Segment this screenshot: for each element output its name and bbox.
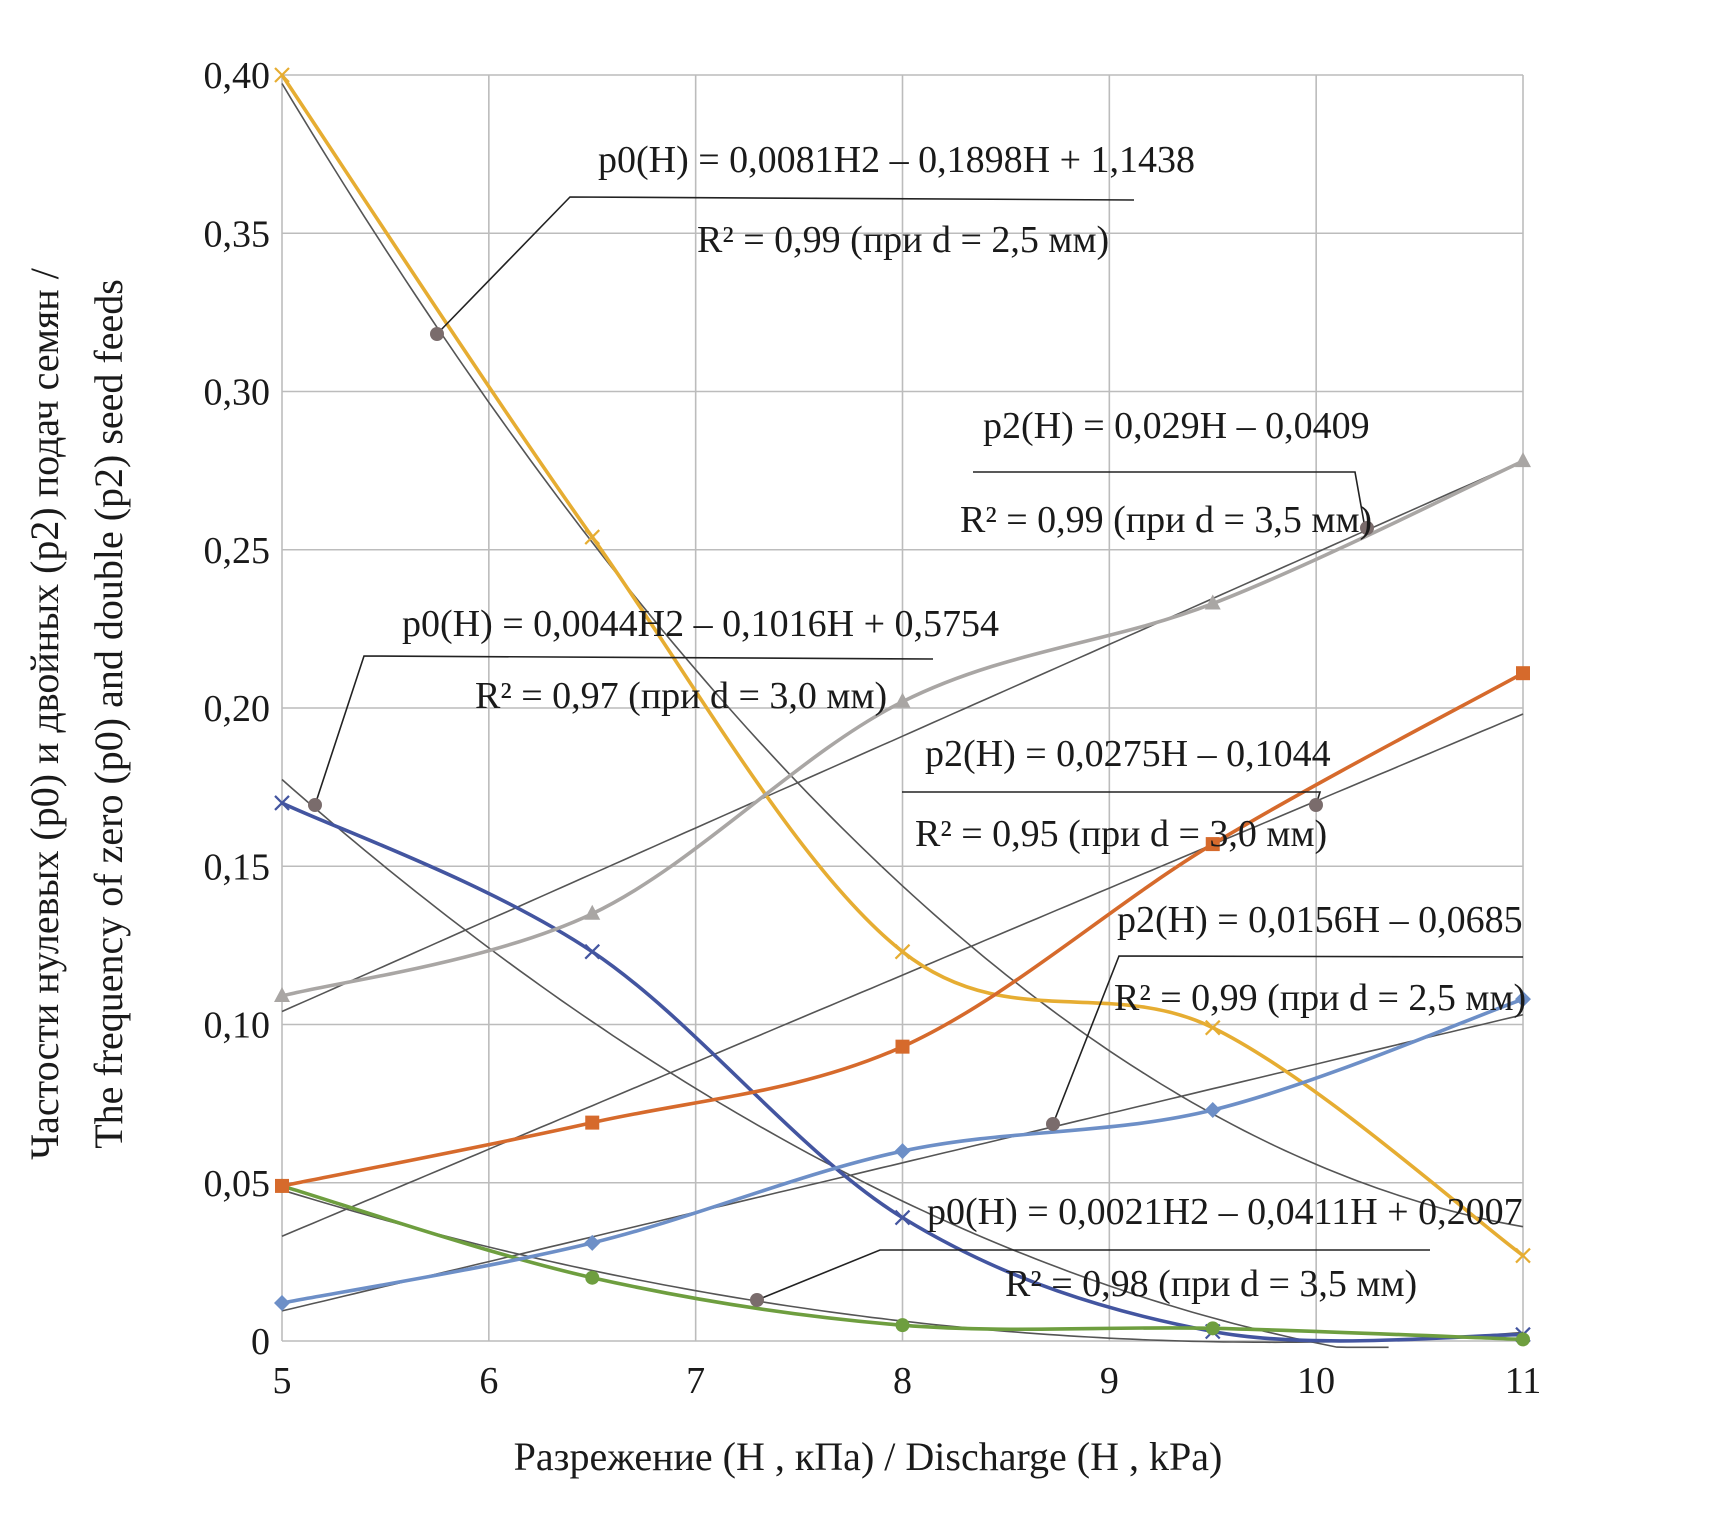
series-p2_d25 (274, 991, 1531, 1312)
data-point (585, 1270, 600, 1285)
x-tick-label: 11 (1505, 1360, 1542, 1402)
annotation-a3-equation: p0(H) = 0,0044H2 – 0,1016H + 0,5754 (402, 603, 999, 645)
data-point (1204, 594, 1221, 610)
data-point (1515, 452, 1531, 468)
data-point (1205, 837, 1220, 852)
data-point (274, 987, 290, 1003)
trendline-p2_d25 (281, 1013, 1524, 1312)
grid-lines (281, 74, 1524, 1342)
annotation-a6-r2: R² = 0,98 (при d = 3,5 мм) (1005, 1263, 1417, 1305)
data-point (894, 943, 911, 960)
x-tick-label: 6 (479, 1360, 498, 1402)
annotation-a5-r2: R² = 0,99 (при d = 2,5 мм) (1114, 977, 1526, 1019)
data-point (1204, 1019, 1221, 1036)
data-point (274, 1295, 290, 1312)
x-axis-tick-labels: 5 6 7 8 9 10 11 (273, 1360, 1542, 1402)
y-tick-label: 0,20 (204, 688, 271, 730)
leader-line-a6 (756, 1249, 1430, 1301)
series-p2_d30 (275, 666, 1530, 1193)
data-point (584, 943, 601, 960)
y-tick-label: 0,25 (204, 530, 271, 572)
annotation-a1-equation: p0(H) = 0,0081H2 – 0,1898H + 1,1438 (598, 139, 1195, 181)
data-point (274, 795, 290, 811)
data-point (274, 67, 290, 83)
x-axis-title: Разрежение (H , кПа) / Discharge (H , kP… (514, 1434, 1223, 1479)
leader-anchor-a4 (1309, 798, 1323, 812)
leader-anchor-a5 (1046, 1117, 1060, 1131)
y-tick-label: 0 (251, 1321, 270, 1363)
leader-anchor-a1 (430, 327, 444, 341)
series-p2_d35 (274, 452, 1531, 1003)
data-point (1205, 1321, 1220, 1336)
data-point (895, 1039, 910, 1054)
data-point (584, 1234, 601, 1251)
data-point (894, 1209, 911, 1226)
data-point (585, 1115, 600, 1130)
y-tick-label: 0,15 (204, 846, 271, 888)
annotations: p0(H) = 0,0081H2 – 0,1898H + 1,1438 R² =… (402, 139, 1526, 1305)
data-point (275, 1178, 289, 1193)
series-p0_d25 (274, 67, 1531, 1264)
annotation-a5-equation: p2(H) = 0,0156H – 0,0685 (1117, 899, 1523, 941)
series-line (280, 73, 1525, 1257)
leader-line-a5 (1052, 955, 1524, 1125)
annotation-a2-r2: R² = 0,99 (при d = 3,5 мм) (960, 499, 1372, 541)
trendline-p0_d25 (281, 83, 1524, 1228)
data-point (1515, 991, 1531, 1008)
annotation-a6-equation: p0(H) = 0,0021H2 – 0,0411H + 0,2007 (927, 1191, 1523, 1233)
x-tick-label: 9 (1100, 1360, 1119, 1402)
annotation-a1-r2: R² = 0,99 (при d = 2,5 мм) (697, 219, 1109, 261)
y-tick-label: 0,05 (204, 1163, 271, 1205)
y-axis-title-line-1: Частости нулевых (p0) и двойных (p2) под… (22, 267, 67, 1160)
data-point (584, 904, 601, 920)
leader-anchor-a3 (308, 798, 322, 812)
y-tick-label: 0,35 (204, 213, 271, 255)
leader-line-a4 (902, 791, 1322, 806)
data-point (894, 692, 911, 708)
data-point (1204, 1101, 1221, 1118)
data-point (895, 1318, 910, 1333)
x-tick-label: 5 (273, 1360, 292, 1402)
leader-line-a2 (973, 471, 1366, 529)
series-line (281, 671, 1524, 1188)
x-tick-label: 8 (893, 1360, 912, 1402)
data-point (1516, 666, 1530, 681)
annotation-a2-equation: p2(H) = 0,029H – 0,0409 (983, 405, 1370, 447)
leader-anchor-a2 (1360, 521, 1374, 535)
data-point (894, 1143, 911, 1160)
data-point (1515, 1247, 1531, 1264)
annotation-a4-r2: R² = 0,95 (при d = 3,0 мм) (915, 813, 1327, 855)
annotation-leaders (308, 196, 1524, 1307)
data-point (1516, 1332, 1530, 1347)
y-axis-title-line-2: The frequency of zero (p0) and double (p… (86, 279, 131, 1149)
y-tick-label: 0,30 (204, 372, 271, 414)
trendline-p2_d35 (281, 460, 1524, 1013)
y-axis-tick-labels: 0 0,05 0,10 0,15 0,20 0,25 0,30 0,35 0,40 (204, 55, 271, 1363)
series-line (281, 801, 1524, 1343)
leader-line-a1 (436, 196, 1135, 335)
leader-line-a3 (314, 655, 934, 806)
y-tick-label: 0,10 (204, 1005, 271, 1047)
x-tick-label: 10 (1297, 1360, 1335, 1402)
annotation-a3-r2: R² = 0,97 (при d = 3,0 мм) (475, 675, 887, 717)
annotation-a4-equation: p2(H) = 0,0275H – 0,1044 (925, 733, 1331, 775)
data-series (274, 67, 1531, 1347)
leader-anchor-a6 (750, 1293, 764, 1307)
x-tick-label: 7 (686, 1360, 705, 1402)
y-tick-label: 0,40 (204, 55, 271, 97)
series-p0_d30 (274, 795, 1531, 1343)
data-point (584, 529, 601, 545)
